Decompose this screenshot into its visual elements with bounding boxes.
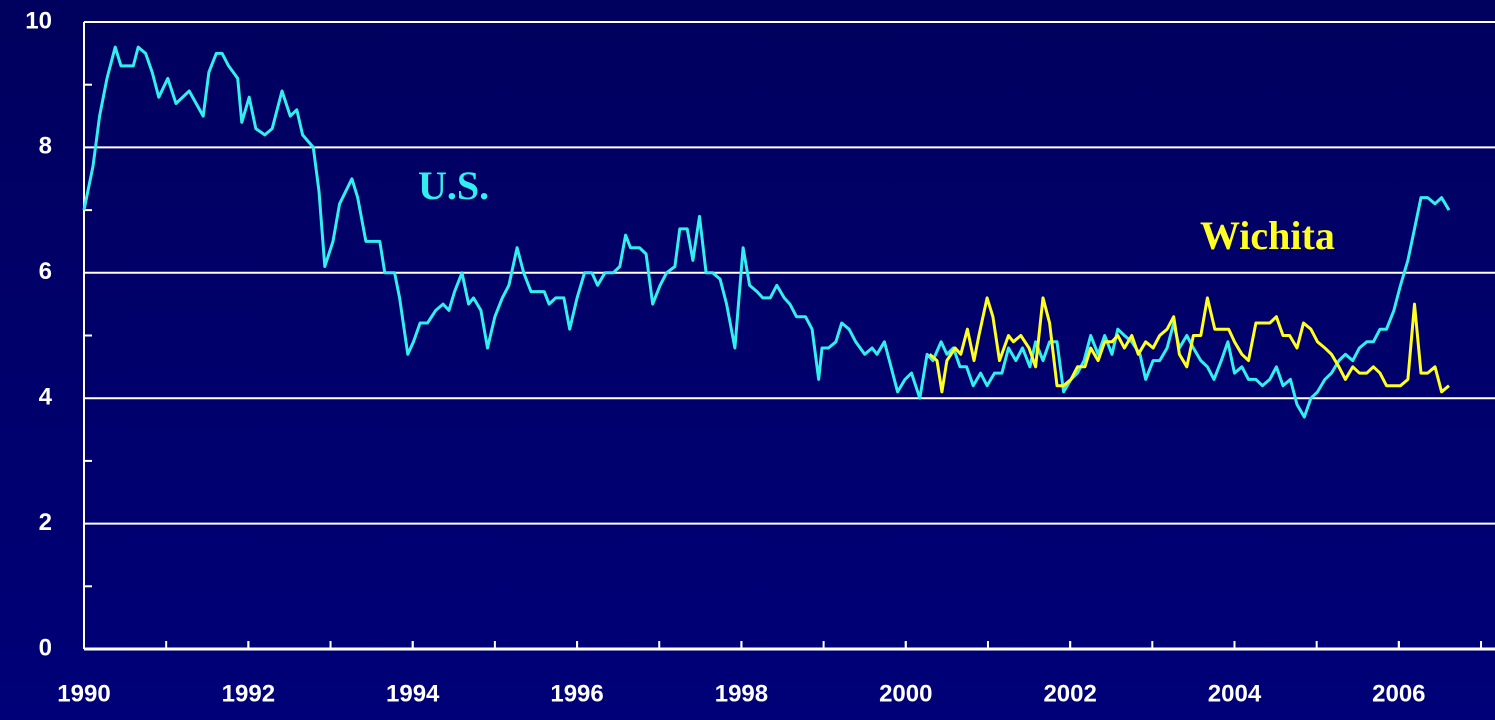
y-tick-label: 8	[39, 133, 52, 160]
series-label: Wichita	[1200, 213, 1335, 258]
series-line	[928, 296, 1450, 394]
y-tick-label: 2	[39, 509, 52, 536]
series-label: U.S.	[418, 163, 489, 208]
y-tick-label: 4	[39, 384, 53, 411]
x-tick-label: 1998	[715, 680, 768, 707]
x-tick-label: 2006	[1372, 680, 1425, 707]
y-tick-label: 6	[39, 258, 52, 285]
x-tick-label: 2000	[879, 680, 932, 707]
x-tick-label: 1990	[57, 680, 110, 707]
x-tick-label: 1996	[550, 680, 603, 707]
x-tick-label: 1992	[222, 680, 275, 707]
series-line	[82, 45, 1451, 419]
x-tick-label: 2002	[1043, 680, 1096, 707]
x-tick-label: 2004	[1208, 680, 1262, 707]
y-tick-label: 0	[39, 634, 52, 661]
y-tick-label: 10	[25, 7, 52, 34]
x-tick-label: 1994	[386, 680, 440, 707]
